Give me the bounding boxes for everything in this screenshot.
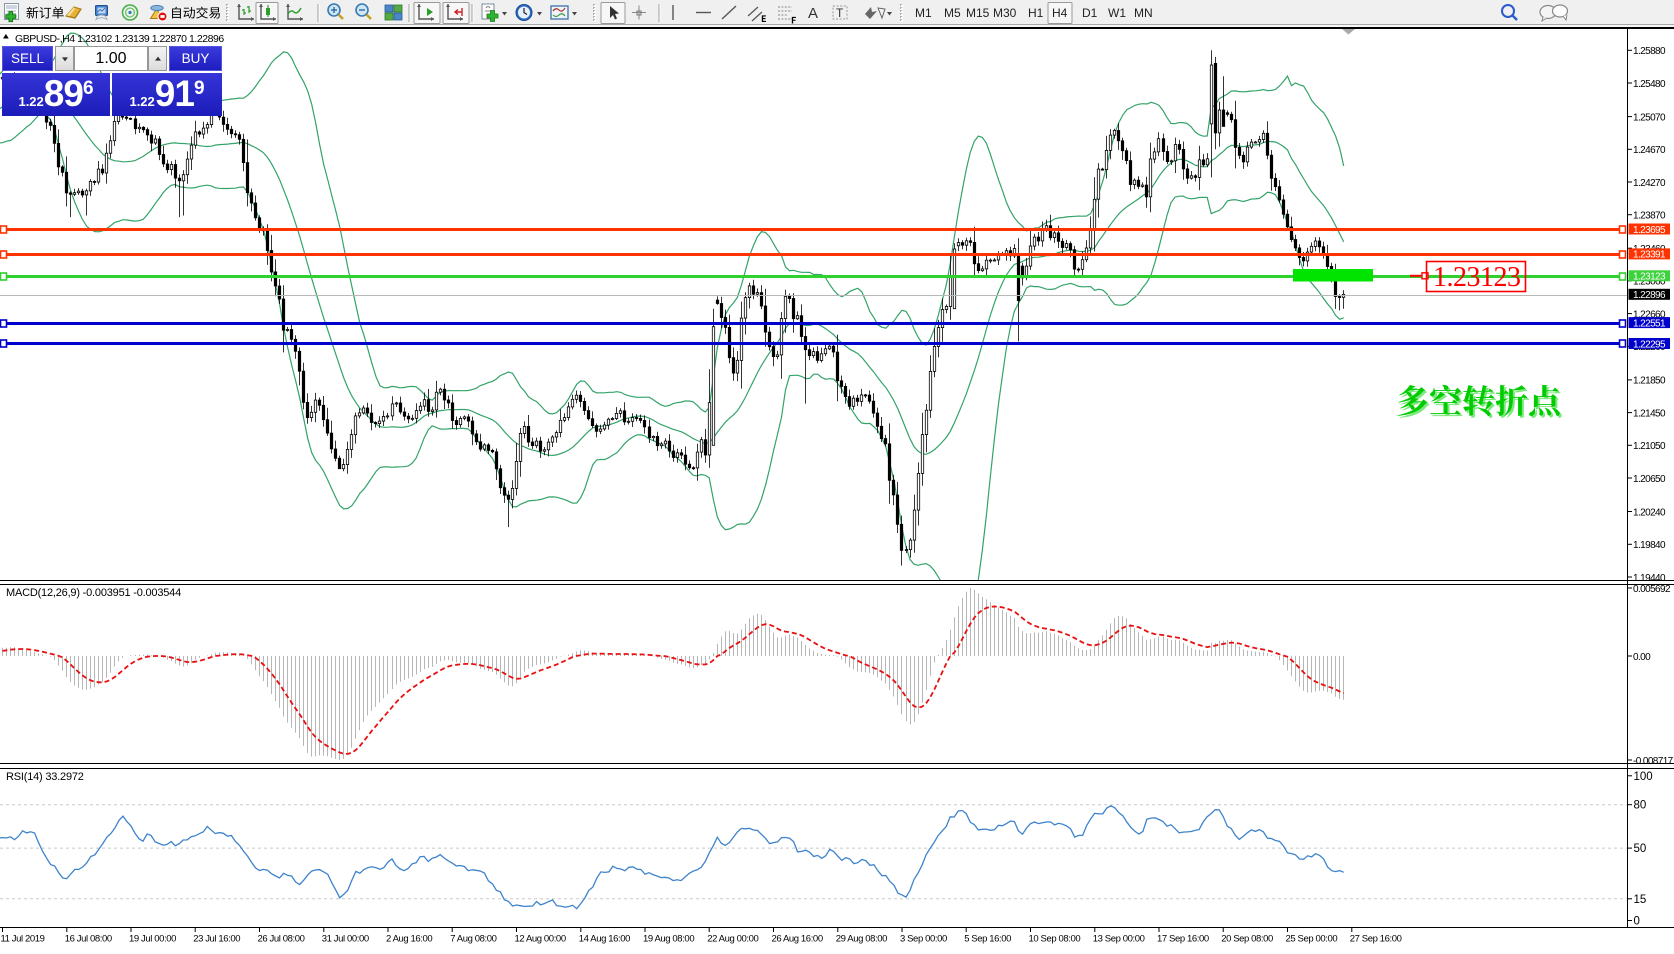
svg-text:11 Jul 2019: 11 Jul 2019 [1,934,45,945]
svg-text:19 Aug 08:00: 19 Aug 08:00 [643,934,694,945]
svg-text:1.23123: 1.23123 [1433,262,1521,293]
svg-text:80: 80 [1634,800,1647,812]
svg-text:16 Jul 08:00: 16 Jul 08:00 [65,934,112,945]
svg-text:0.005692: 0.005692 [1633,584,1671,595]
svg-text:26 Jul 08:00: 26 Jul 08:00 [258,934,305,945]
svg-text:1.23870: 1.23870 [1633,211,1666,222]
svg-text:M1: M1 [915,6,932,20]
svg-text:1.24270: 1.24270 [1633,178,1666,189]
svg-text:1.24670: 1.24670 [1633,145,1666,156]
svg-text:1.20240: 1.20240 [1633,507,1666,518]
svg-text:1.25480: 1.25480 [1633,79,1666,90]
svg-text:1.25070: 1.25070 [1633,112,1666,123]
svg-text:29 Aug 08:00: 29 Aug 08:00 [836,934,887,945]
svg-text:H4: H4 [1052,6,1068,20]
svg-text:MACD(12,26,9) -0.003951 -0.003: MACD(12,26,9) -0.003951 -0.003544 [6,587,181,599]
svg-text:50: 50 [1634,843,1647,855]
svg-text:14 Aug 16:00: 14 Aug 16:00 [579,934,630,945]
svg-text:1.19840: 1.19840 [1633,540,1666,551]
svg-text:M30: M30 [993,6,1017,20]
svg-text:1.25880: 1.25880 [1633,46,1666,57]
svg-text:M5: M5 [944,6,961,20]
svg-text:1.23060: 1.23060 [1633,277,1666,288]
svg-text:100: 100 [1634,771,1653,783]
svg-text:1.22896: 1.22896 [1633,290,1666,301]
svg-text:23 Jul 16:00: 23 Jul 16:00 [193,934,240,945]
svg-text:1.22295: 1.22295 [1633,339,1666,350]
svg-text:12 Aug 00:00: 12 Aug 00:00 [515,934,566,945]
svg-text:17 Sep 16:00: 17 Sep 16:00 [1157,934,1209,945]
svg-text:19 Jul 00:00: 19 Jul 00:00 [129,934,176,945]
svg-text:1.23695: 1.23695 [1633,225,1666,236]
svg-text:D1: D1 [1082,6,1098,20]
svg-text:31 Jul 00:00: 31 Jul 00:00 [322,934,369,945]
svg-text:0.00: 0.00 [1633,652,1651,663]
svg-text:2 Aug 16:00: 2 Aug 16:00 [386,934,432,945]
svg-text:7 Aug 08:00: 7 Aug 08:00 [450,934,496,945]
svg-text:15: 15 [1634,894,1647,906]
svg-text:MN: MN [1134,6,1153,20]
svg-text:1.20650: 1.20650 [1633,474,1666,485]
svg-text:1.21850: 1.21850 [1633,376,1666,387]
svg-text:H1: H1 [1028,6,1044,20]
svg-text:22 Aug 00:00: 22 Aug 00:00 [707,934,758,945]
svg-text:1.23123: 1.23123 [1633,272,1666,283]
svg-text:T: T [836,6,844,20]
svg-text:3 Sep 00:00: 3 Sep 00:00 [900,934,947,945]
svg-text:1.21050: 1.21050 [1633,441,1666,452]
svg-text:20 Sep 08:00: 20 Sep 08:00 [1221,934,1273,945]
svg-text:-0.008717: -0.008717 [1633,756,1674,767]
svg-text:RSI(14) 33.2972: RSI(14) 33.2972 [6,771,84,783]
svg-text:1.22660: 1.22660 [1633,309,1666,320]
svg-text:A: A [808,5,818,22]
svg-text:5 Sep 16:00: 5 Sep 16:00 [964,934,1011,945]
svg-text:W1: W1 [1108,6,1126,20]
svg-text:25 Sep 00:00: 25 Sep 00:00 [1286,934,1338,945]
svg-text:10 Sep 08:00: 10 Sep 08:00 [1029,934,1081,945]
svg-text:1.21450: 1.21450 [1633,408,1666,419]
svg-text:M15: M15 [966,6,990,20]
svg-text:1.23391: 1.23391 [1633,250,1666,261]
svg-text:1.19440: 1.19440 [1633,573,1666,584]
svg-text:GBPUSD-,H4 1.23102 1.23139 1.: GBPUSD-,H4 1.23102 1.23139 1.22870 1.228… [15,33,224,45]
svg-text:27 Sep 16:00: 27 Sep 16:00 [1350,934,1402,945]
svg-text:13 Sep 00:00: 13 Sep 00:00 [1093,934,1145,945]
svg-text:1.22551: 1.22551 [1633,318,1666,329]
svg-text:26 Aug 16:00: 26 Aug 16:00 [772,934,823,945]
svg-text:0: 0 [1634,916,1640,928]
